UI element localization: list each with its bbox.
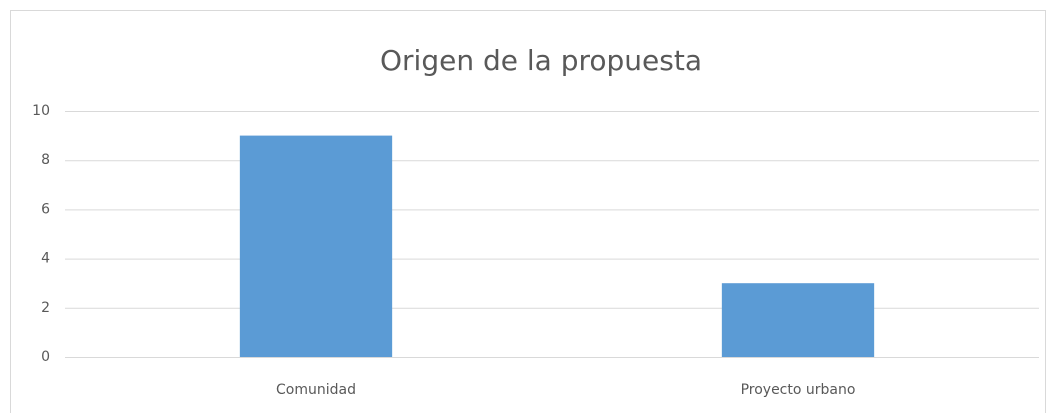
y-tick-label: 0	[41, 349, 50, 365]
bar	[721, 283, 875, 357]
y-tick-label: 10	[32, 103, 50, 119]
y-tick-label: 4	[41, 251, 50, 267]
x-tick-label: Comunidad	[276, 382, 356, 398]
y-tick-label: 8	[41, 152, 50, 168]
y-tick-label: 6	[41, 201, 50, 217]
chart-title: Origen de la propuesta	[380, 44, 702, 77]
x-tick-label: Proyecto urbano	[741, 382, 856, 398]
bar	[239, 135, 393, 357]
y-tick-label: 2	[41, 300, 50, 316]
